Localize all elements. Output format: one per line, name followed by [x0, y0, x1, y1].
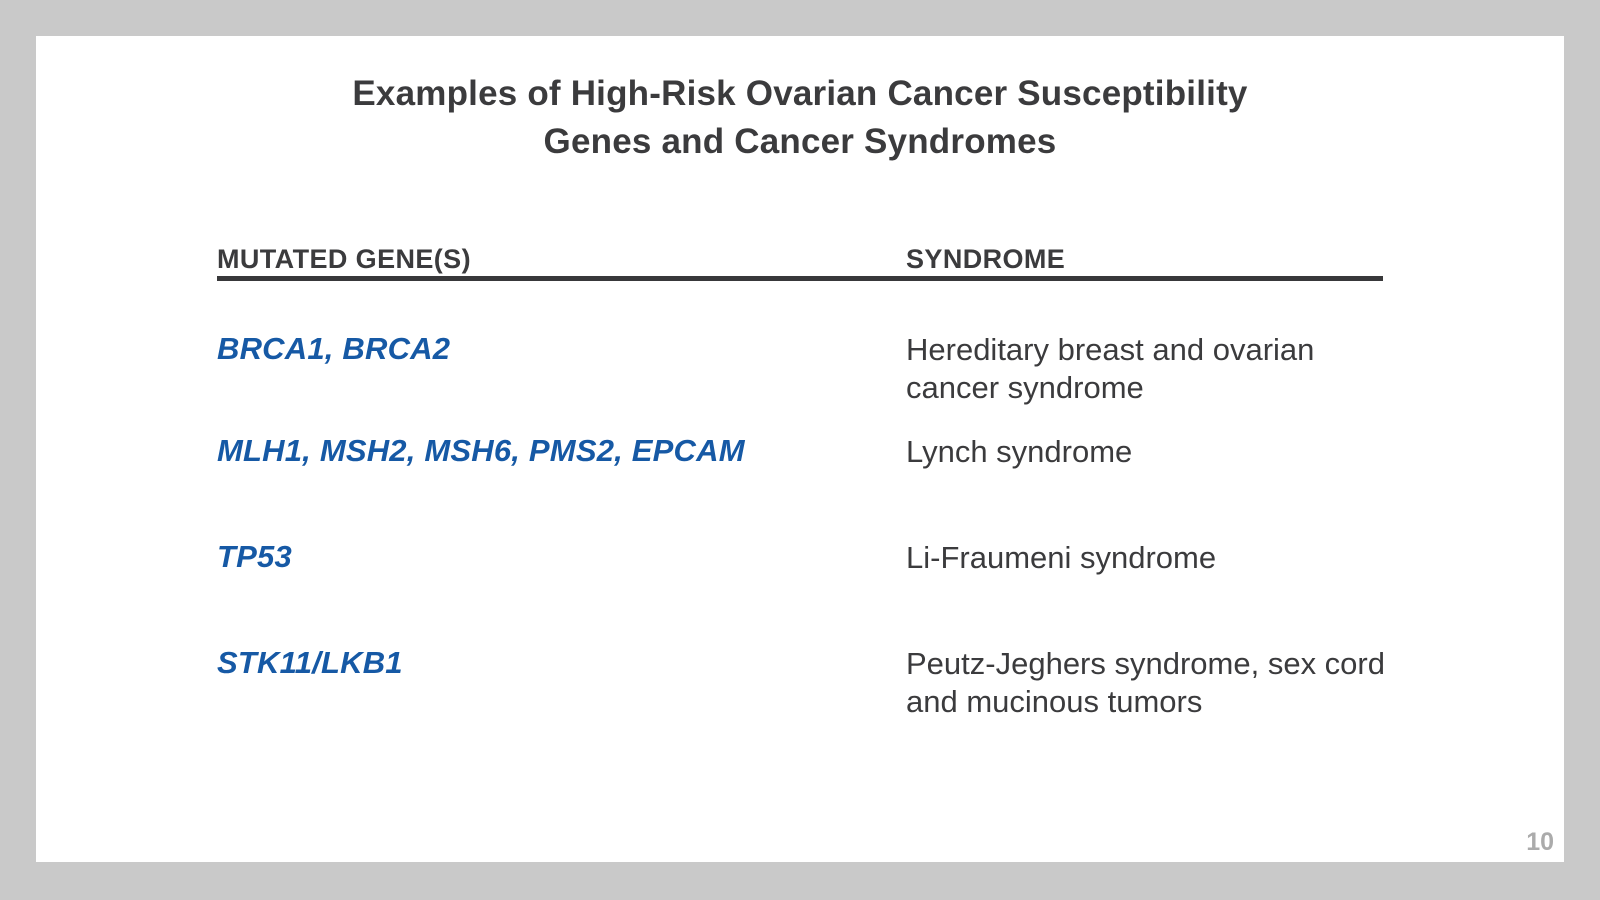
syndrome-cell: Lynch syndrome	[906, 434, 1133, 469]
gene-cell: STK11/LKB1	[217, 645, 403, 680]
page-number: 10	[1526, 828, 1554, 856]
column-header-syndrome: SYNDROME	[906, 244, 1066, 274]
syndrome-cell: Peutz-Jeghers syndrome, sex cord and muc…	[906, 646, 1385, 719]
syndrome-cell: Li-Fraumeni syndrome	[906, 540, 1217, 575]
gene-cell: BRCA1, BRCA2	[217, 331, 451, 366]
table-header-rule	[217, 276, 1383, 281]
gene-cell: TP53	[217, 539, 292, 574]
slide-title: Examples of High-Risk Ovarian Cancer Sus…	[352, 74, 1248, 161]
column-header-mutated-genes: MUTATED GENE(S)	[217, 244, 471, 274]
slide-content-area: Examples of High-Risk Ovarian Cancer Sus…	[36, 36, 1564, 862]
gene-cell: MLH1, MSH2, MSH6, PMS2, EPCAM	[217, 433, 745, 468]
syndrome-cell: Hereditary breast and ovarian cancer syn…	[906, 332, 1315, 405]
